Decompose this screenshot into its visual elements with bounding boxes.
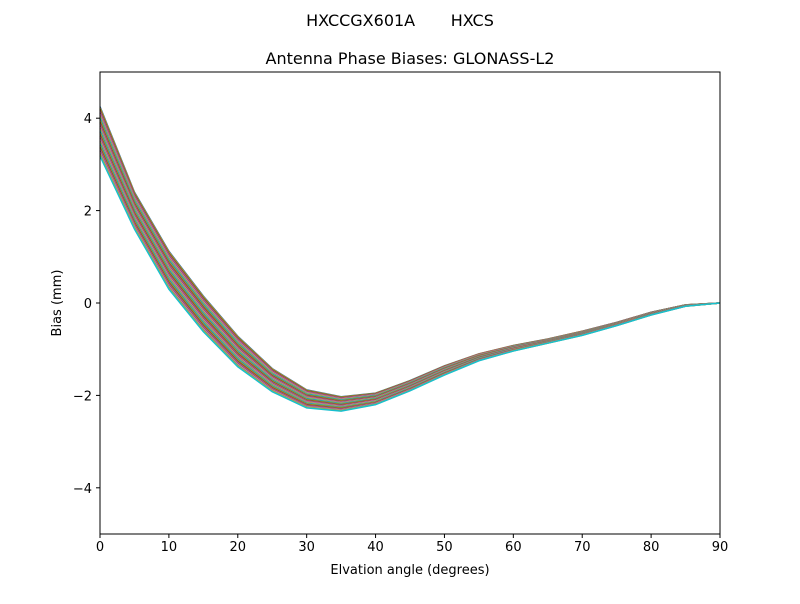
series-line bbox=[99, 155, 721, 412]
x-tick-label: 70 bbox=[574, 540, 591, 555]
series-line bbox=[99, 112, 721, 400]
series-line bbox=[99, 136, 721, 407]
series-line bbox=[99, 139, 721, 408]
series-line bbox=[99, 149, 721, 411]
series-line bbox=[99, 146, 721, 410]
series-line bbox=[99, 135, 721, 406]
series-line bbox=[99, 144, 721, 409]
series-line bbox=[99, 151, 721, 411]
x-tick-label: 30 bbox=[298, 540, 315, 555]
y-axis-ticks: −4 −2 0 2 4 bbox=[73, 112, 100, 497]
x-tick-label: 50 bbox=[436, 540, 453, 555]
series-line bbox=[99, 143, 721, 409]
plot-lines bbox=[99, 106, 721, 412]
series-line bbox=[99, 141, 721, 408]
series-line bbox=[99, 145, 721, 409]
series-line bbox=[99, 122, 721, 403]
series-line bbox=[99, 119, 721, 402]
series-line bbox=[99, 125, 721, 404]
y-tick-label: −2 bbox=[73, 389, 92, 404]
series-line bbox=[99, 120, 721, 402]
series-line bbox=[99, 138, 721, 407]
series-line bbox=[99, 129, 721, 405]
chart-suptitle: HXCCGX601A HXCS bbox=[306, 11, 494, 30]
series-line bbox=[99, 130, 721, 405]
series-line bbox=[99, 115, 721, 401]
series-line bbox=[99, 140, 721, 408]
x-tick-label: 80 bbox=[643, 540, 660, 555]
x-tick-label: 20 bbox=[230, 540, 247, 555]
series-line bbox=[99, 132, 721, 406]
chart-title: Antenna Phase Biases: GLONASS-L2 bbox=[266, 49, 555, 68]
series-line bbox=[99, 126, 721, 404]
series-line bbox=[99, 113, 721, 400]
series-line bbox=[99, 108, 721, 399]
y-tick-label: −4 bbox=[73, 482, 92, 497]
x-tick-label: 10 bbox=[161, 540, 178, 555]
y-tick-label: 2 bbox=[84, 205, 92, 220]
x-tick-label: 60 bbox=[505, 540, 522, 555]
x-tick-label: 0 bbox=[96, 540, 104, 555]
series-line bbox=[99, 131, 721, 405]
series-line bbox=[99, 106, 721, 398]
x-axis-ticks: 0 10 20 30 40 50 60 70 80 90 bbox=[96, 534, 728, 555]
x-tick-label: 40 bbox=[367, 540, 384, 555]
series-line bbox=[99, 117, 721, 401]
series-line bbox=[99, 110, 721, 399]
series-line bbox=[99, 148, 721, 410]
series-line bbox=[99, 127, 721, 404]
series-line bbox=[99, 124, 721, 403]
series-line bbox=[99, 134, 721, 406]
series-line bbox=[99, 111, 721, 400]
series-line bbox=[99, 107, 721, 398]
series-line bbox=[99, 150, 721, 411]
y-tick-label: 0 bbox=[84, 297, 92, 312]
y-axis-label: Bias (mm) bbox=[50, 270, 65, 337]
series-line bbox=[99, 121, 721, 402]
y-tick-label: 4 bbox=[84, 112, 92, 127]
series-line bbox=[99, 116, 721, 401]
x-tick-label: 90 bbox=[712, 540, 729, 555]
x-axis-label: Elvation angle (degrees) bbox=[330, 563, 489, 578]
